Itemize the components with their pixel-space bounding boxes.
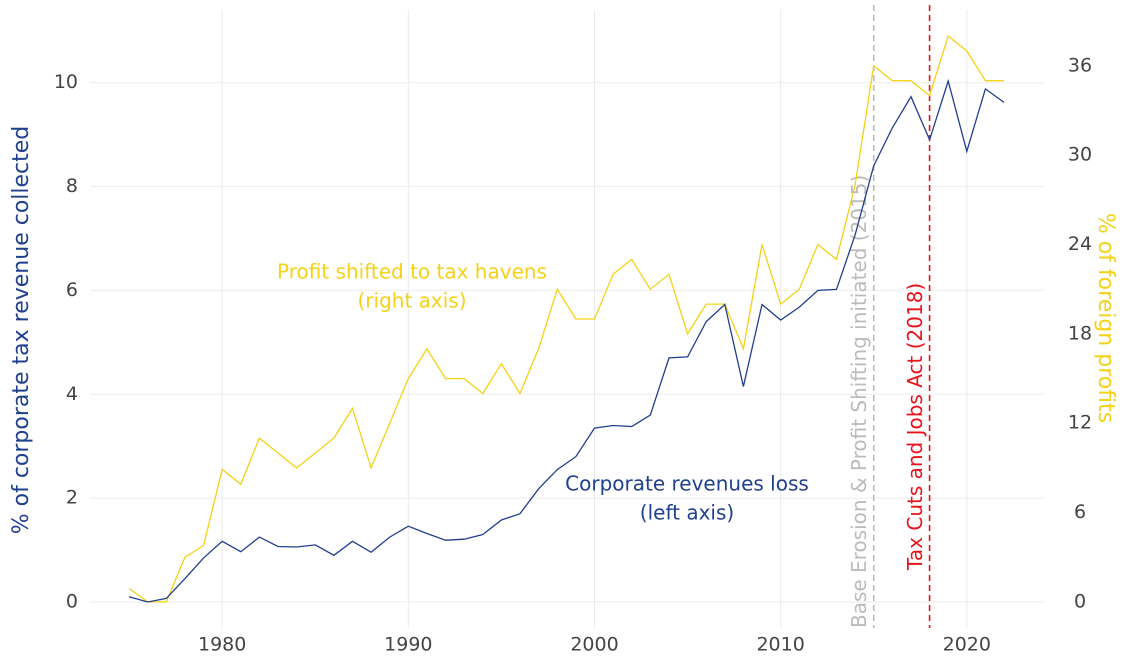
- x-tick-label: 2000: [570, 634, 618, 656]
- y2-tick-label: 0: [1074, 590, 1086, 612]
- line: [128, 34, 1004, 603]
- x-tick-label: 1990: [384, 634, 432, 656]
- y-tick-label: 4: [66, 383, 78, 405]
- reference-label: Base Erosion & Profit Shifting initiated…: [847, 175, 871, 628]
- y2-tick-label: 30: [1068, 144, 1092, 166]
- series-label: (left axis): [640, 501, 734, 525]
- y2-tick-label: 12: [1068, 412, 1092, 434]
- line: [128, 78, 1005, 603]
- y2-tick-label: 36: [1068, 54, 1092, 76]
- x-tick-label: 2020: [943, 634, 991, 656]
- y-axis-label: % of corporate tax revenue collected: [9, 126, 34, 535]
- y-tick-label: 6: [66, 279, 78, 301]
- y2-tick-label: 24: [1068, 233, 1092, 255]
- reference-label: Tax Cuts and Jobs Act (2018): [903, 283, 927, 571]
- y-tick-label: 8: [66, 175, 78, 197]
- series-label: Profit shifted to tax havens: [277, 260, 547, 284]
- y2-axis-label: % of foreign profits: [1093, 213, 1118, 423]
- y-tick-label: 10: [54, 71, 78, 93]
- series-label: Corporate revenues loss: [565, 472, 809, 496]
- y-tick-label: 2: [66, 487, 78, 509]
- y2-tick-label: 6: [1074, 501, 1086, 523]
- x-tick-label: 2010: [756, 634, 804, 656]
- y-tick-label: 0: [66, 591, 78, 613]
- series-label: (right axis): [357, 289, 466, 313]
- x-tick-label: 1980: [198, 634, 246, 656]
- y2-tick-label: 18: [1068, 322, 1092, 344]
